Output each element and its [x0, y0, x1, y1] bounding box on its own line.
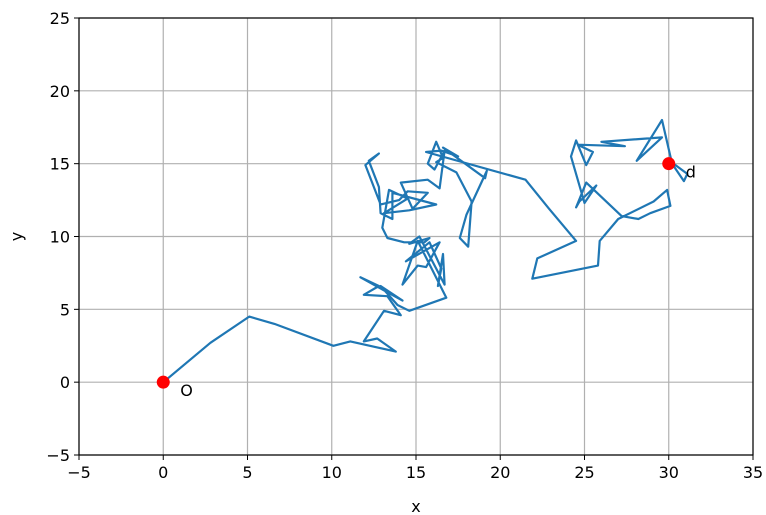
x-axis-label: x	[411, 497, 420, 515]
y-tick-label: 10	[50, 228, 70, 247]
point-label-O: O	[180, 381, 193, 400]
axis-ticks: −5 0 5 10 15 20 25 30 35 −5 0 5 10 15 20 25	[46, 9, 763, 482]
x-tick-label: 20	[490, 463, 510, 482]
random-walk-line	[162, 118, 689, 384]
x-tick-label: 35	[743, 463, 763, 482]
point-marker-d	[662, 157, 676, 171]
point-label-d: d	[686, 163, 696, 182]
x-tick-label: 10	[322, 463, 342, 482]
y-axis-label: y	[7, 232, 26, 241]
y-tick-label: 0	[60, 373, 70, 392]
x-tick-label: −5	[67, 463, 91, 482]
y-tick-label: −5	[46, 446, 70, 465]
point-marker-O	[156, 375, 170, 389]
x-tick-label: 15	[406, 463, 426, 482]
y-tick-label: 15	[50, 155, 70, 174]
x-tick-label: 30	[659, 463, 679, 482]
y-tick-label: 25	[50, 9, 70, 28]
grid	[78, 17, 754, 456]
x-tick-label: 0	[158, 463, 168, 482]
marked-points: Od	[156, 157, 696, 400]
x-tick-label: 5	[242, 463, 252, 482]
y-tick-label: 20	[50, 82, 70, 101]
y-tick-label: 5	[60, 300, 70, 319]
x-tick-label: 25	[574, 463, 594, 482]
